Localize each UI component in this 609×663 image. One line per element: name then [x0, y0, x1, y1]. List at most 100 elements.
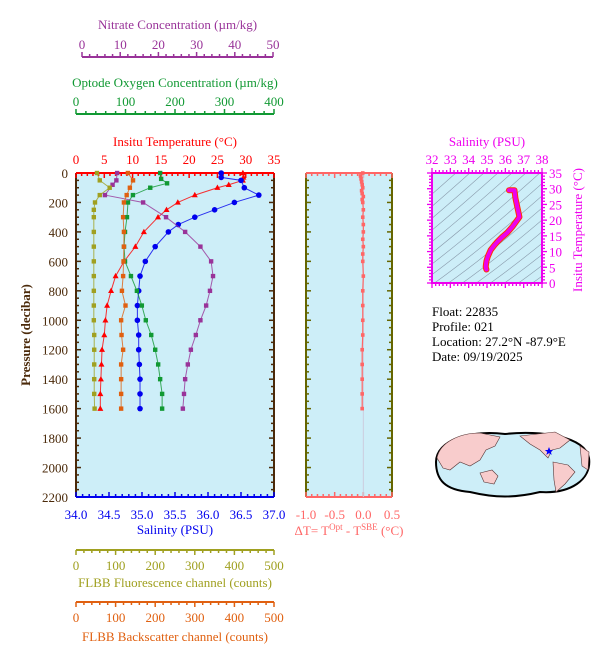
- density-contour: [602, 153, 609, 293]
- temperature-point: [108, 287, 115, 294]
- fluorescence-point: [91, 259, 97, 264]
- salinity-point: [142, 258, 149, 265]
- backscatter-tick-label: 100: [106, 610, 126, 625]
- nitrate-tick-label: 40: [228, 37, 241, 52]
- density-contour: [432, 173, 471, 207]
- fluorescence-series: [91, 170, 112, 411]
- oxygen-point: [157, 170, 163, 176]
- oxygen-point: [159, 391, 165, 397]
- fluorescence-point: [107, 185, 112, 190]
- salinity-point: [165, 229, 172, 235]
- backscatter-point: [130, 178, 136, 183]
- delta-t-point: [360, 406, 364, 411]
- nitrate-point: [188, 347, 194, 352]
- map-land-australia: [479, 469, 499, 485]
- oxygen-tick-label: 200: [165, 94, 185, 109]
- nitrate-axis-title: Nitrate Concentration (µm/kg): [98, 17, 257, 32]
- delta-t-point: [360, 185, 365, 190]
- temperature-point: [99, 346, 106, 352]
- ts-salinity-tick-label: 34: [462, 152, 476, 167]
- fluorescence-point: [91, 214, 97, 220]
- pressure-tick-label: 600: [49, 254, 69, 269]
- ts-salinity-tick-label: 32: [426, 152, 439, 167]
- delta-t-point: [360, 182, 364, 187]
- delta-t-plot-area: [306, 173, 392, 497]
- fluorescence-point: [92, 406, 97, 411]
- delta-t-bottom-tick-label: 0.0: [355, 507, 371, 522]
- delta-t-point: [360, 259, 365, 264]
- backscatter-tick-label: 500: [264, 610, 284, 625]
- backscatter-point: [125, 170, 131, 176]
- backscatter-point: [118, 406, 124, 411]
- fluorescence-point: [92, 391, 97, 397]
- fluorescence-point: [91, 318, 97, 323]
- salinity-tick-label: 35.0: [131, 507, 154, 522]
- temperature-point: [140, 228, 147, 235]
- delta-t-point: [360, 333, 365, 337]
- fluorescence-point: [92, 376, 97, 382]
- backscatter-axis-title: FLBB Backscatter channel (counts): [82, 629, 268, 644]
- backscatter-point: [118, 391, 124, 397]
- salinity-point: [136, 361, 143, 368]
- fluorescence-point: [91, 303, 97, 308]
- delta-t-point: [361, 222, 366, 227]
- density-contour: [432, 173, 527, 254]
- info-float: Float: 22835: [432, 304, 498, 319]
- temperature-tick-label: 15: [154, 152, 167, 167]
- nitrate-point: [198, 244, 203, 249]
- oxygen-point: [143, 318, 148, 323]
- density-contour: [432, 173, 513, 243]
- oxygen-tick-label: 100: [116, 94, 136, 109]
- delta-t-title-part: Opt: [329, 522, 343, 532]
- ts-temperature-tick-label: 25: [549, 197, 562, 212]
- backscatter-tick-label: 200: [145, 610, 165, 625]
- temperature-point: [239, 169, 246, 176]
- backscatter-tick-label: 0: [73, 610, 80, 625]
- backscatter-point: [118, 318, 124, 323]
- nitrate-point: [110, 182, 115, 187]
- nitrate-tick-label: 50: [267, 37, 280, 52]
- fluorescence-point: [91, 207, 97, 213]
- delta-t-point: [360, 197, 364, 202]
- ts-temperature-tick-label: 0: [549, 276, 556, 291]
- salinity-tick-label: 36.5: [230, 507, 253, 522]
- delta-t-point: [360, 171, 365, 175]
- temperature-point: [155, 213, 162, 220]
- nitrate-point: [102, 192, 108, 198]
- backscatter-point: [121, 200, 127, 205]
- delta-t-point: [360, 215, 365, 219]
- ts-salinity-axis-title: Salinity (PSU): [449, 134, 525, 149]
- ts-temperature-tick-label: 5: [549, 260, 556, 275]
- temperature-point: [97, 390, 104, 397]
- fluorescence-point: [97, 192, 102, 198]
- oxygen-tick-label: 300: [215, 94, 235, 109]
- float-info: Float: 22835 Profile: 021 Location: 27.2…: [432, 304, 566, 364]
- fluorescence-point: [92, 362, 97, 367]
- pressure-tick-label: 2000: [42, 461, 68, 476]
- fluorescence-point: [92, 347, 97, 352]
- fluorescence-point: [91, 273, 97, 279]
- fluorescence-point: [97, 178, 102, 183]
- nitrate-point: [114, 178, 119, 183]
- nitrate-point: [193, 332, 199, 338]
- pressure-tick-label: 1000: [42, 313, 68, 328]
- ts-temperature-tick-label: 10: [549, 245, 562, 260]
- nitrate-point: [203, 303, 209, 308]
- backscatter-point: [119, 332, 124, 338]
- nitrate-series: [102, 170, 216, 411]
- salinity-point: [211, 207, 218, 213]
- fluorescence-tick-label: 100: [106, 558, 126, 573]
- backscatter-point: [121, 259, 126, 264]
- nitrate-point: [182, 376, 188, 382]
- oxygen-point: [164, 181, 170, 186]
- backscatter-point: [127, 185, 133, 190]
- salinity-point: [135, 346, 142, 353]
- map-land-eurasia: [436, 432, 501, 471]
- salinity-point: [256, 192, 262, 198]
- delta-t-plot: -1.0 -0.5 0.0 0.5ΔT= TOpt - TSBE (°C): [295, 171, 403, 538]
- fluorescence-point: [92, 200, 98, 205]
- oxygen-axis-title: Optode Oxygen Concentration (µm/kg): [72, 75, 278, 90]
- density-contour: [432, 173, 499, 231]
- salinity-point: [134, 302, 141, 309]
